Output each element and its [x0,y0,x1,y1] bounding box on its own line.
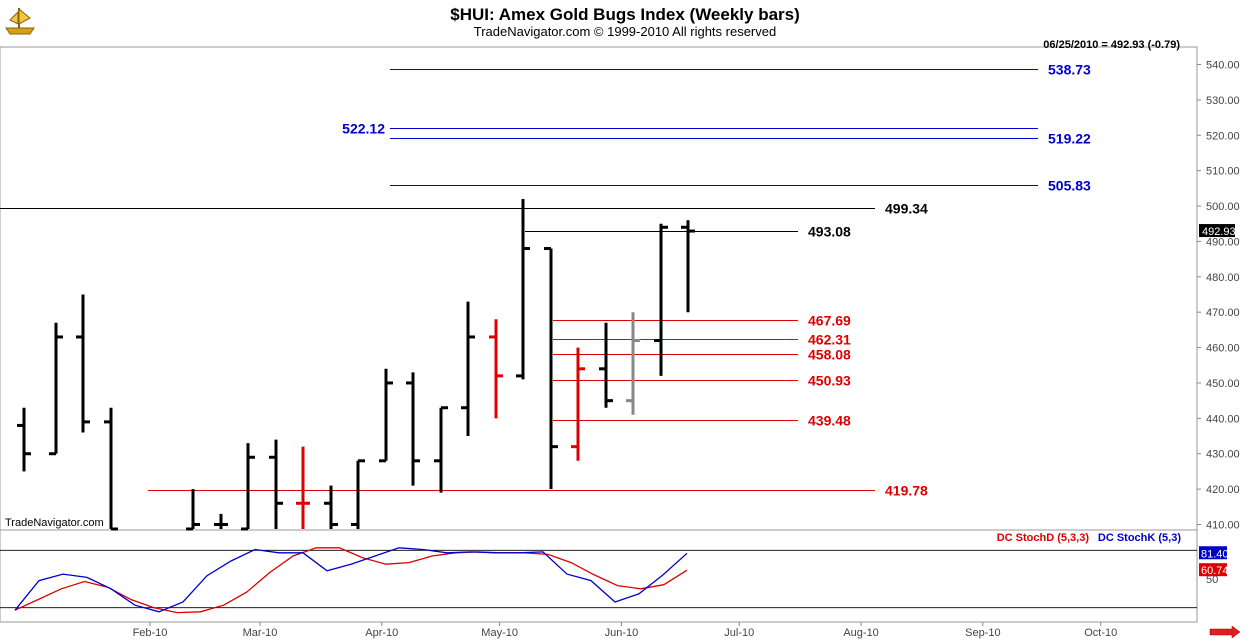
y-tick-label: 450.00 [1206,378,1240,390]
y-tick-label: 420.00 [1206,484,1240,496]
y-tick-label: 410.00 [1206,520,1240,532]
ohlc-bar [296,446,310,529]
x-tick-label: Mar-10 [243,627,278,639]
ohlc-bar [186,489,200,531]
y-tick-label: 500.00 [1206,201,1240,213]
indicator-plot-frame [0,529,1198,623]
x-tick-label: Jun-10 [605,627,639,639]
level-label: 519.22 [1048,131,1091,147]
y-tick-label: 460.00 [1206,343,1240,355]
y-tick-label: 440.00 [1206,413,1240,425]
ohlc-bar [461,301,475,437]
y-tick-label: 430.00 [1206,449,1240,461]
legend-stochd: DC StochD (5,3,3) [997,532,1090,544]
y-tick-label: 480.00 [1206,272,1240,284]
last-price-tag [1199,224,1235,238]
ohlc-bar [544,247,558,490]
ohlc-bar [17,407,31,472]
level-label: 538.73 [1048,62,1091,78]
ohlc-bar [379,368,393,463]
red-right-arrow-icon[interactable] [1209,625,1241,639]
ohlc-bar [571,347,585,461]
level-label: 419.78 [885,483,928,499]
level-label: 493.08 [808,224,851,240]
level-lines-layer: 538.73 522.12 519.22 505.83 499.34 493.08 467.… [0,62,1091,499]
price-axis: 540.00 530.00 520.00 510.00 500.00 490.00 480.… [1197,60,1240,532]
last-price-label: 492.93 [1202,226,1236,238]
level-label: 450.93 [808,373,851,389]
stoch-tick-label: 50 [1206,574,1218,586]
quote-readout: 06/25/2010 = 492.93 (-0.79) [1043,39,1180,51]
level-label: 462.31 [808,332,851,348]
level-label: 505.83 [1048,178,1091,194]
x-tick-label: Apr-10 [365,627,398,639]
stoch-last-tag [1199,563,1227,577]
y-tick-label: 540.00 [1206,60,1240,72]
gold-ship-logo-icon[interactable] [5,7,35,35]
stoch-last-label: 60.74 [1201,565,1229,577]
ohlc-bar [516,198,530,380]
y-tick-label: 530.00 [1206,95,1240,107]
level-label: 439.48 [808,413,851,429]
chart-title: $HUI: Amex Gold Bugs Index (Weekly bars) [450,5,800,24]
ohlc-bar [599,322,613,408]
ohlc-bars-layer [17,198,695,531]
level-label: 499.34 [885,201,928,217]
ohlc-bar [324,485,338,529]
stoch-last-tag [1199,546,1227,560]
y-tick-label: 510.00 [1206,166,1240,178]
ohlc-bar [104,407,118,531]
level-label: 458.08 [808,347,851,363]
legend-stochk: DC StochK (5,3) [1098,532,1181,544]
y-tick-label: 490.00 [1206,236,1240,248]
stoch-last-label: 81.40 [1201,548,1229,560]
stoch-series-line [14,547,688,613]
y-tick-label: 520.00 [1206,130,1240,142]
y-tick-label: 470.00 [1206,307,1240,319]
x-tick-label: Sep-10 [965,627,1000,639]
price-plot-frame [0,46,1198,531]
stoch-series-line [14,547,688,614]
ohlc-bar [434,406,448,493]
chart-subtitle: TradeNavigator.com © 1999-2010 All right… [474,24,776,39]
x-tick-label: May-10 [481,627,518,639]
ohlc-bar [654,223,668,376]
x-tick-label: Feb-10 [133,627,168,639]
level-label: 522.12 [342,121,385,137]
ohlc-bar [406,372,420,486]
ohlc-bar [269,439,283,529]
level-label: 467.69 [808,313,851,329]
ohlc-bar [489,319,503,419]
ohlc-bar [241,443,255,531]
x-tick-label: Oct-10 [1084,627,1117,639]
x-tick-label: Aug-10 [843,627,878,639]
x-tick-label: Jul-10 [724,627,754,639]
watermark: TradeNavigator.com [5,517,104,529]
ohlc-bar [351,459,365,529]
date-axis: Feb-10 Mar-10 Apr-10 May-10 Jun-10 Jul-10 Aug-… [133,622,1117,639]
ohlc-bar [681,220,695,313]
ohlc-bar [626,312,640,415]
ohlc-bar [214,513,228,529]
ohlc-bar [76,294,90,433]
ohlc-bar [49,322,63,456]
